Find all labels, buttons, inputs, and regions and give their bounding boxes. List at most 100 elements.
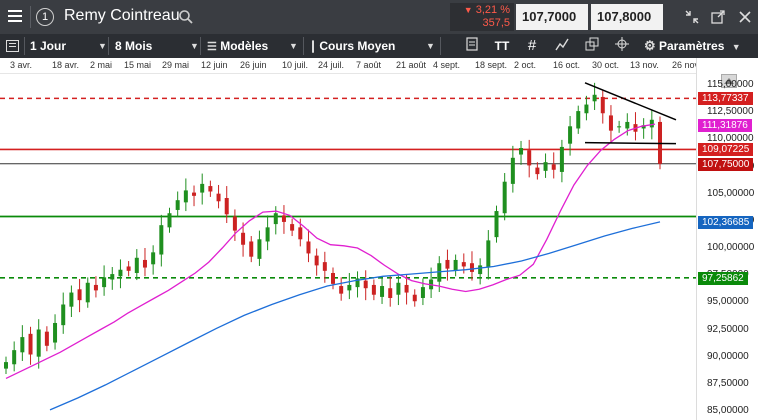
candle-body xyxy=(608,115,613,131)
candle-body xyxy=(290,224,295,231)
candle-body xyxy=(102,277,107,288)
date-tick: 18 sept. xyxy=(475,60,508,70)
ask-button[interactable]: 107,8000 ⬆ xyxy=(591,4,663,50)
scroll-up-icon[interactable] xyxy=(721,74,737,88)
candle-body xyxy=(183,190,188,203)
date-tick: 29 mai xyxy=(162,60,190,70)
candle-body xyxy=(568,126,573,144)
chevron-down-icon: ▼ xyxy=(426,41,435,51)
candle-body xyxy=(314,255,319,266)
draw-tool-icon[interactable] xyxy=(552,36,572,56)
candle-body xyxy=(347,284,352,291)
popout-icon[interactable] xyxy=(710,9,726,25)
date-tick: 3 avr. xyxy=(10,60,33,70)
settings-button[interactable]: ⚙ Paramètres ▼ xyxy=(644,34,756,58)
search-icon[interactable] xyxy=(178,9,194,25)
candle-body xyxy=(28,333,33,355)
chevron-down-icon: ▼ xyxy=(289,41,298,51)
level-tag: 113,77337 xyxy=(698,92,753,106)
indicator-icon[interactable] xyxy=(462,36,482,56)
candle-body xyxy=(110,274,115,280)
candle-body xyxy=(232,216,237,231)
text-tool-icon[interactable]: TT xyxy=(494,39,510,53)
level-tag: 107,75000 xyxy=(698,157,754,171)
candle-body xyxy=(36,329,41,357)
level-tag: 97,25862 xyxy=(698,271,748,285)
candle-body xyxy=(224,198,229,215)
layers-icon[interactable] xyxy=(582,36,602,56)
candle-body xyxy=(257,239,262,259)
date-tick: 16 oct. xyxy=(553,60,581,70)
models-dropdown[interactable]: ☰ Modèles ▼ xyxy=(207,34,299,58)
range-dropdown[interactable]: 8 Mois ▼ xyxy=(115,34,199,58)
date-tick: 26 juin xyxy=(240,60,267,70)
price-tick: 100,00000 xyxy=(707,242,755,253)
change-abs: 357,5 xyxy=(482,17,510,29)
candle-body xyxy=(478,265,483,275)
candle-body xyxy=(355,278,360,288)
candle-body xyxy=(388,288,393,298)
candle-body xyxy=(584,104,589,114)
candle-body xyxy=(281,215,286,222)
collapse-icon[interactable] xyxy=(684,9,700,25)
settings-label: Paramètres xyxy=(659,39,725,53)
candles-icon: ┃ xyxy=(310,42,317,53)
window-index: 1 xyxy=(41,11,49,23)
grid-icon[interactable]: # xyxy=(527,37,537,54)
candle-body xyxy=(151,252,156,265)
level-tag: 111,31876 xyxy=(698,118,752,132)
price-tick: 105,00000 xyxy=(707,187,755,199)
period-label: 1 Jour xyxy=(30,39,67,53)
candle-body xyxy=(306,241,311,254)
candle-body xyxy=(77,289,82,301)
candle-body xyxy=(142,259,147,268)
list-icon[interactable] xyxy=(6,40,19,52)
models-label: Modèles xyxy=(220,39,269,53)
moving-average-long xyxy=(49,221,661,411)
date-tick: 21 août xyxy=(396,60,427,70)
down-arrow-icon: ▼ xyxy=(463,5,473,15)
candle-body xyxy=(559,146,564,172)
price-type-dropdown[interactable]: ┃ Cours Moyen ▼ xyxy=(310,34,435,58)
candle-body xyxy=(543,162,548,171)
trendline-lower xyxy=(584,141,677,145)
candle-body xyxy=(519,148,524,155)
trendline-upper xyxy=(584,82,677,121)
candle-body xyxy=(592,94,597,102)
candle-body xyxy=(4,362,8,369)
candle-body xyxy=(265,227,270,242)
candle-body xyxy=(20,337,25,353)
candle-body xyxy=(273,213,278,225)
candle-body xyxy=(216,193,221,202)
crosshair-icon[interactable] xyxy=(612,36,632,56)
candle-body xyxy=(85,282,90,303)
candle-body xyxy=(208,186,213,192)
candle-body xyxy=(249,241,254,257)
candle-body xyxy=(494,211,499,238)
candle-body xyxy=(551,164,556,170)
bid-button[interactable]: 107,7000 ⬇ xyxy=(516,4,588,50)
change-pct: 3,21 % xyxy=(475,4,510,16)
price-tick: 95,00000 xyxy=(707,296,749,308)
candle-body xyxy=(118,269,123,277)
candle-body xyxy=(625,121,630,129)
candle-body xyxy=(527,150,532,166)
price-tick: 115,00000 xyxy=(707,79,754,90)
candle-body xyxy=(167,213,172,228)
menu-icon[interactable] xyxy=(8,10,22,22)
window-index-badge[interactable]: 1 xyxy=(36,8,54,26)
candle-body xyxy=(486,240,491,268)
candle-body xyxy=(339,286,344,294)
candle-body xyxy=(322,262,327,271)
period-dropdown[interactable]: 1 Jour ▼ xyxy=(30,34,107,58)
title-bar: 1 Remy Cointreau ▼ 3,21 % 357,5 107,7000… xyxy=(0,0,758,50)
date-tick: 12 juin xyxy=(201,60,228,70)
candle-body xyxy=(576,111,581,129)
candle-body xyxy=(510,157,515,184)
candle-body xyxy=(412,294,417,302)
close-icon[interactable] xyxy=(737,9,753,25)
gear-icon: ⚙ xyxy=(644,38,656,53)
instrument-name[interactable]: Remy Cointreau xyxy=(64,7,180,24)
candle-body xyxy=(469,263,474,272)
price-chart[interactable] xyxy=(0,74,696,420)
